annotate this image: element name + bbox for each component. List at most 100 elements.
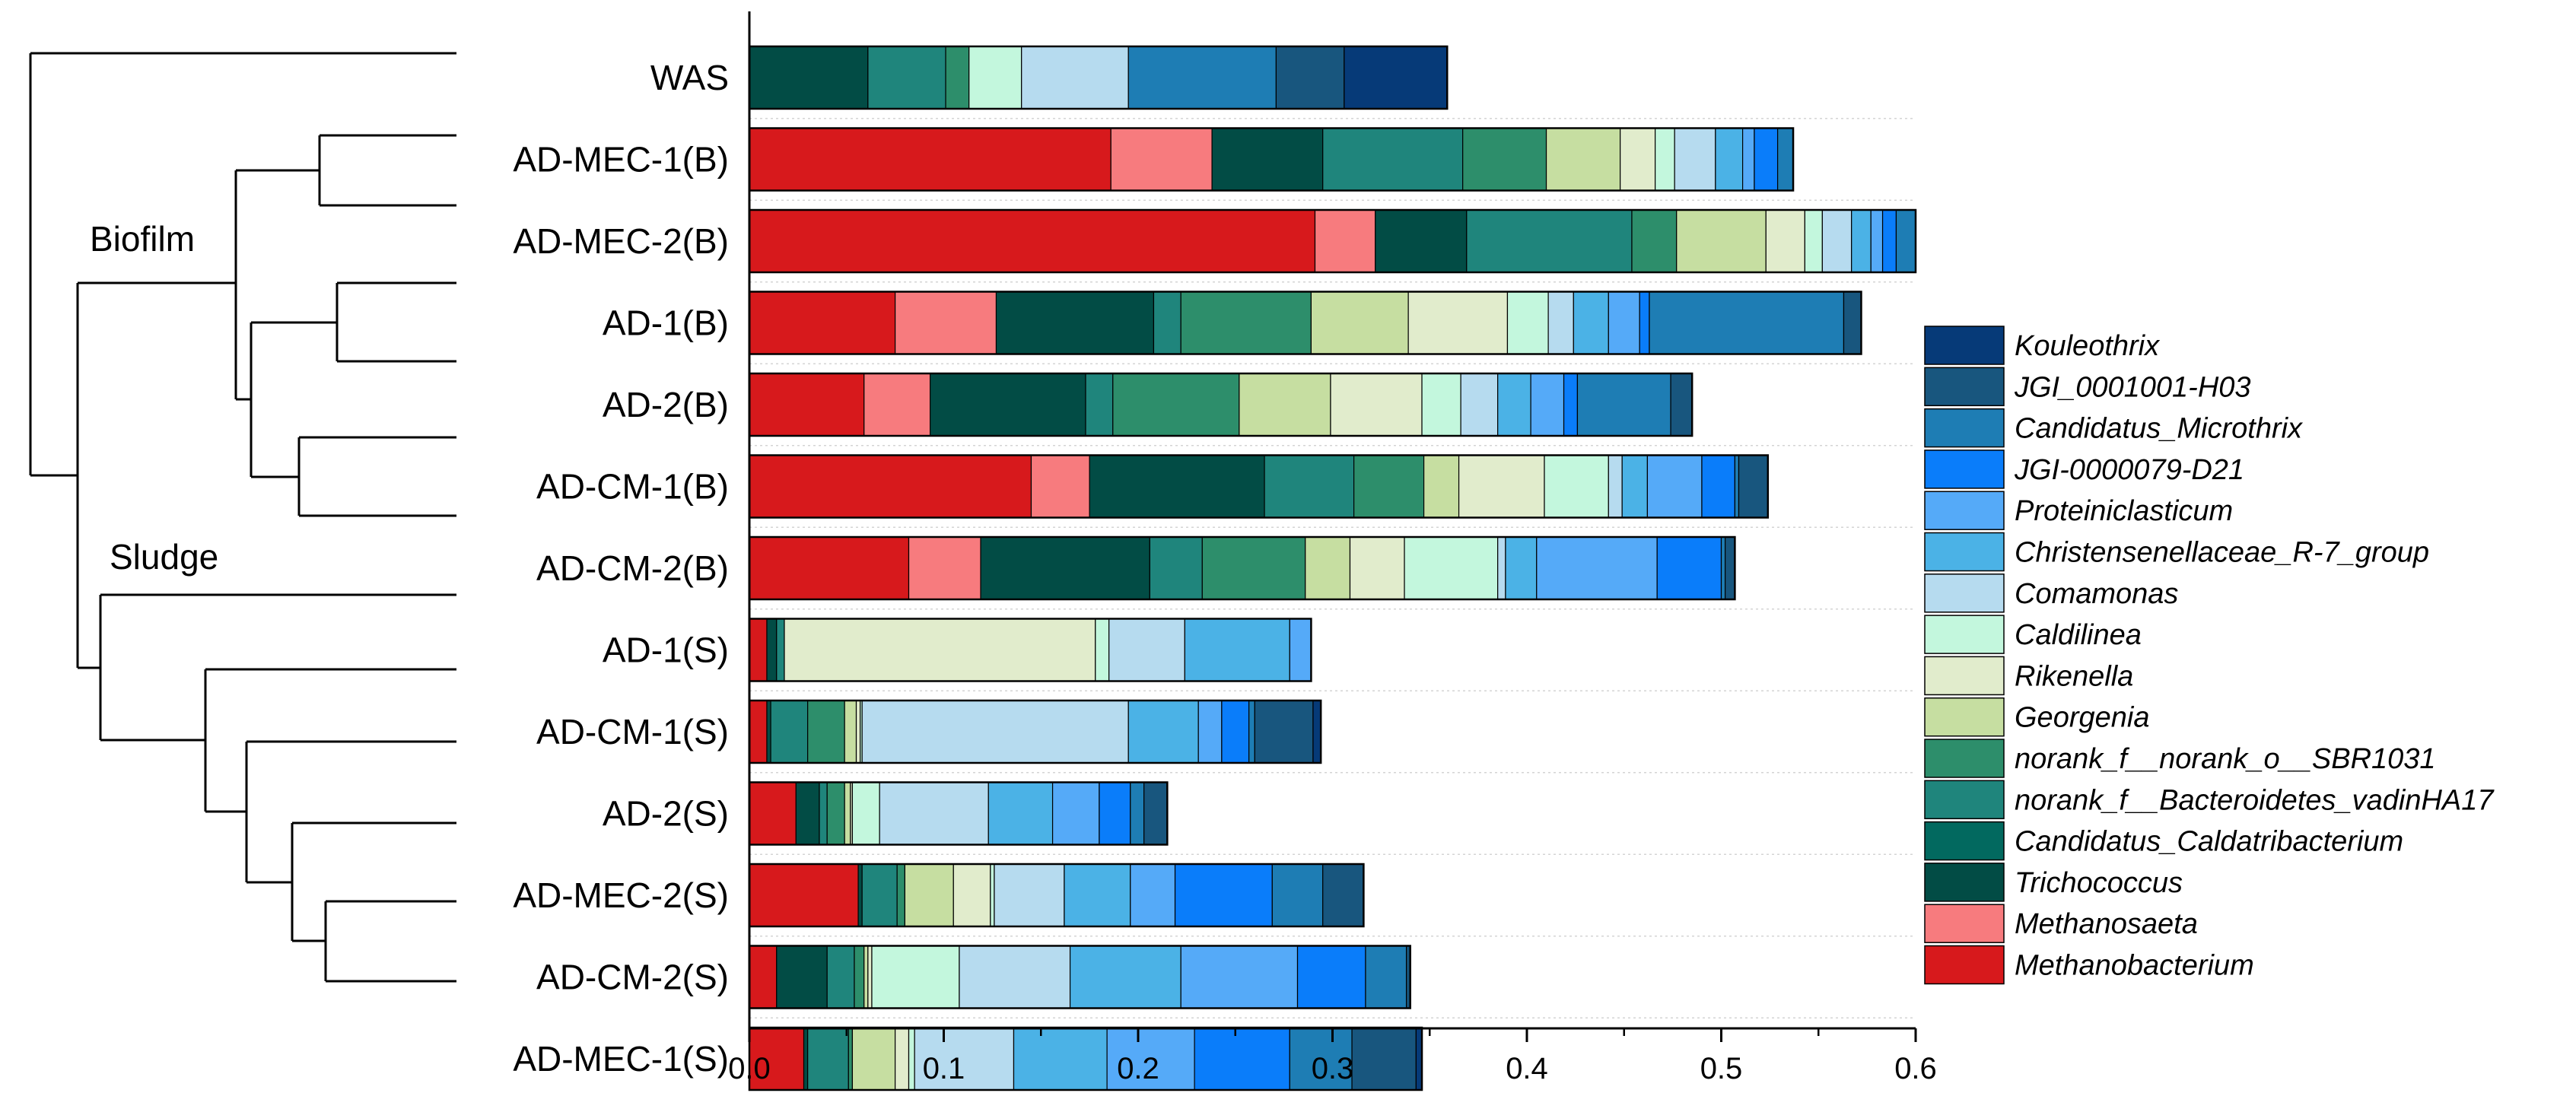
bar-segment-christensenellaceae-r-7-group: [1505, 536, 1538, 600]
bar-segment-methanobacterium: [749, 536, 910, 600]
bar-segment-trichococcus: [1211, 127, 1324, 192]
bar-segment-jgi-0000079-d21: [1296, 945, 1366, 1009]
bar-segment-norank-f-bacteroidetes-vadinha17: [867, 46, 946, 110]
bar-segment-jgi-0001001-h03: [1843, 291, 1862, 355]
legend-label: JGI_0001001-H03: [2014, 371, 2251, 403]
bar-segment-norank-f-norank-o-sbr1031: [896, 863, 906, 927]
bar-segment-candidatus-microthrix: [1649, 291, 1845, 355]
sample-label: AD-1(B): [603, 303, 729, 343]
bar-segment-comamonas: [1547, 291, 1574, 355]
bar-segment-jgi-0001001-h03: [1351, 1027, 1417, 1091]
sample-label: AD-2(B): [603, 385, 729, 424]
bar-segment-caldilinea: [851, 781, 880, 846]
bar-segment-christensenellaceae-r-7-group: [1851, 209, 1872, 273]
bar-segment-christensenellaceae-r-7-group: [1069, 945, 1181, 1009]
bar-segment-jgi-0001001-h03: [1725, 536, 1735, 600]
bar-ad-mec-2-b: [748, 208, 1917, 274]
group-label-sludge: Sludge: [110, 537, 218, 577]
bar-segment-jgi-0000079-d21: [1099, 781, 1131, 846]
legend-swatch: [1924, 945, 2005, 985]
bar-segment-comamonas: [1460, 373, 1499, 437]
bar-segment-rikenella: [895, 1027, 910, 1091]
bar-segment-candidatus-microthrix: [1720, 536, 1726, 600]
bar-segment-norank-f-norank-o-sbr1031: [826, 781, 845, 846]
sample-label: AD-2(S): [603, 794, 729, 834]
bar-segment-candidatus-microthrix: [1776, 127, 1794, 192]
legend-label: Christensenellaceae_R-7_group: [2015, 537, 2429, 569]
legend-label: norank_f__norank_o__SBR1031: [2015, 743, 2436, 775]
legend-swatch: [1924, 904, 2005, 943]
bar-segment-jgi-0000079-d21: [1221, 700, 1250, 764]
bar-segment-methanobacterium: [749, 454, 1032, 519]
x-tick-label: 0.1: [923, 1052, 965, 1085]
bar-segment-methanobacterium: [749, 945, 778, 1009]
bar-segment-comamonas: [914, 1027, 1015, 1091]
legend-item-norank-f-bacteroidetes-vadinha17: norank_f__Bacteroidetes_vadinHA17: [1924, 780, 2495, 820]
sample-label: AD-MEC-1(B): [513, 140, 729, 180]
bar-segment-kouleothrix: [1344, 46, 1448, 110]
legend-item-norank-f-norank-o-sbr1031: norank_f__norank_o__SBR1031: [1924, 739, 2436, 778]
legend-label: Methanosaeta: [2015, 908, 2198, 940]
bar-segment-proteiniclasticum: [1530, 373, 1565, 437]
bar-segment-methanosaeta: [1110, 127, 1213, 192]
bar-segment-jgi-0000079-d21: [1881, 209, 1897, 273]
legend-swatch: [1924, 367, 2005, 407]
sample-label: AD-CM-1(B): [536, 467, 729, 507]
bar-segment-jgi-0000079-d21: [1174, 863, 1273, 927]
bar-segment-norank-f-bacteroidetes-vadinha17: [807, 1027, 849, 1091]
bar-segment-comamonas: [1674, 127, 1716, 192]
bar-segment-methanobacterium: [749, 863, 859, 927]
bar-segment-candidatus-microthrix: [1365, 945, 1407, 1009]
legend-swatch: [1924, 408, 2005, 448]
bar-segment-georgenia: [863, 945, 869, 1009]
bar-segment-norank-f-norank-o-sbr1031: [1462, 127, 1547, 192]
bar-segment-jgi-0000079-d21: [1639, 291, 1650, 355]
bar-segment-jgi-0000079-d21: [1701, 454, 1735, 519]
bar-segment-rikenella: [1620, 127, 1656, 192]
bar-segment-georgenia: [1239, 373, 1331, 437]
bar-segment-trichococcus: [795, 781, 820, 846]
bar-segment-trichococcus: [766, 700, 771, 764]
bar-segment-candidatus-microthrix: [1289, 1027, 1353, 1091]
bar-segment-proteiniclasticum: [1646, 454, 1703, 519]
bar-segment-norank-f-bacteroidetes-vadinha17: [776, 618, 785, 682]
bar-segment-methanobacterium: [749, 209, 1316, 273]
legend-item-caldilinea: Caldilinea: [1924, 615, 2142, 654]
legend-label: Trichococcus: [2015, 867, 2183, 899]
bar-segment-rikenella: [1765, 209, 1805, 273]
bar-segment-trichococcus: [930, 373, 1086, 437]
bar-segment-comamonas: [1608, 454, 1623, 519]
bar-segment-methanobacterium: [749, 618, 768, 682]
bar-segment-georgenia: [1305, 536, 1351, 600]
x-tick-label: 0.3: [1312, 1052, 1354, 1085]
legend-swatch: [1924, 574, 2005, 613]
legend-label: Kouleothrix: [2015, 330, 2161, 362]
bar-segment-georgenia: [844, 781, 851, 846]
bar-segment-comamonas: [1021, 46, 1129, 110]
bar-segment-proteiniclasticum: [1536, 536, 1658, 600]
bar-ad-mec-1-b: [748, 127, 1795, 192]
bar-segment-georgenia: [1310, 291, 1409, 355]
legend-item-trichococcus: Trichococcus: [1924, 863, 2183, 902]
bar-segment-trichococcus: [776, 945, 828, 1009]
legend-item-comamonas: Comamonas: [1924, 574, 2178, 613]
x-tick-label: 0.4: [1506, 1052, 1548, 1085]
legend-swatch: [1924, 780, 2005, 820]
bar-segment-candidatus-microthrix: [1734, 454, 1740, 519]
dendrogram: [29, 52, 456, 983]
bar-segment-norank-f-bacteroidetes-vadinha17: [1149, 536, 1203, 600]
sample-label: AD-MEC-2(B): [513, 221, 729, 261]
bar-segment-methanobacterium: [749, 700, 768, 764]
legend-label: Rikenella: [2015, 660, 2133, 692]
bar-segment-christensenellaceae-r-7-group: [1184, 618, 1290, 682]
bar-segment-candidatus-microthrix: [1127, 46, 1277, 110]
bar-segment-proteiniclasticum: [1130, 863, 1176, 927]
bar-segment-proteiniclasticum: [1289, 618, 1312, 682]
x-tick-label: 0.2: [1117, 1052, 1159, 1085]
bar-segment-jgi-0001001-h03: [1738, 454, 1769, 519]
bar-segment-methanosaeta: [863, 373, 931, 437]
bar-segment-caldilinea: [1544, 454, 1609, 519]
bar-segment-proteiniclasticum: [1742, 127, 1755, 192]
bar-segment-rikenella: [1407, 291, 1509, 355]
